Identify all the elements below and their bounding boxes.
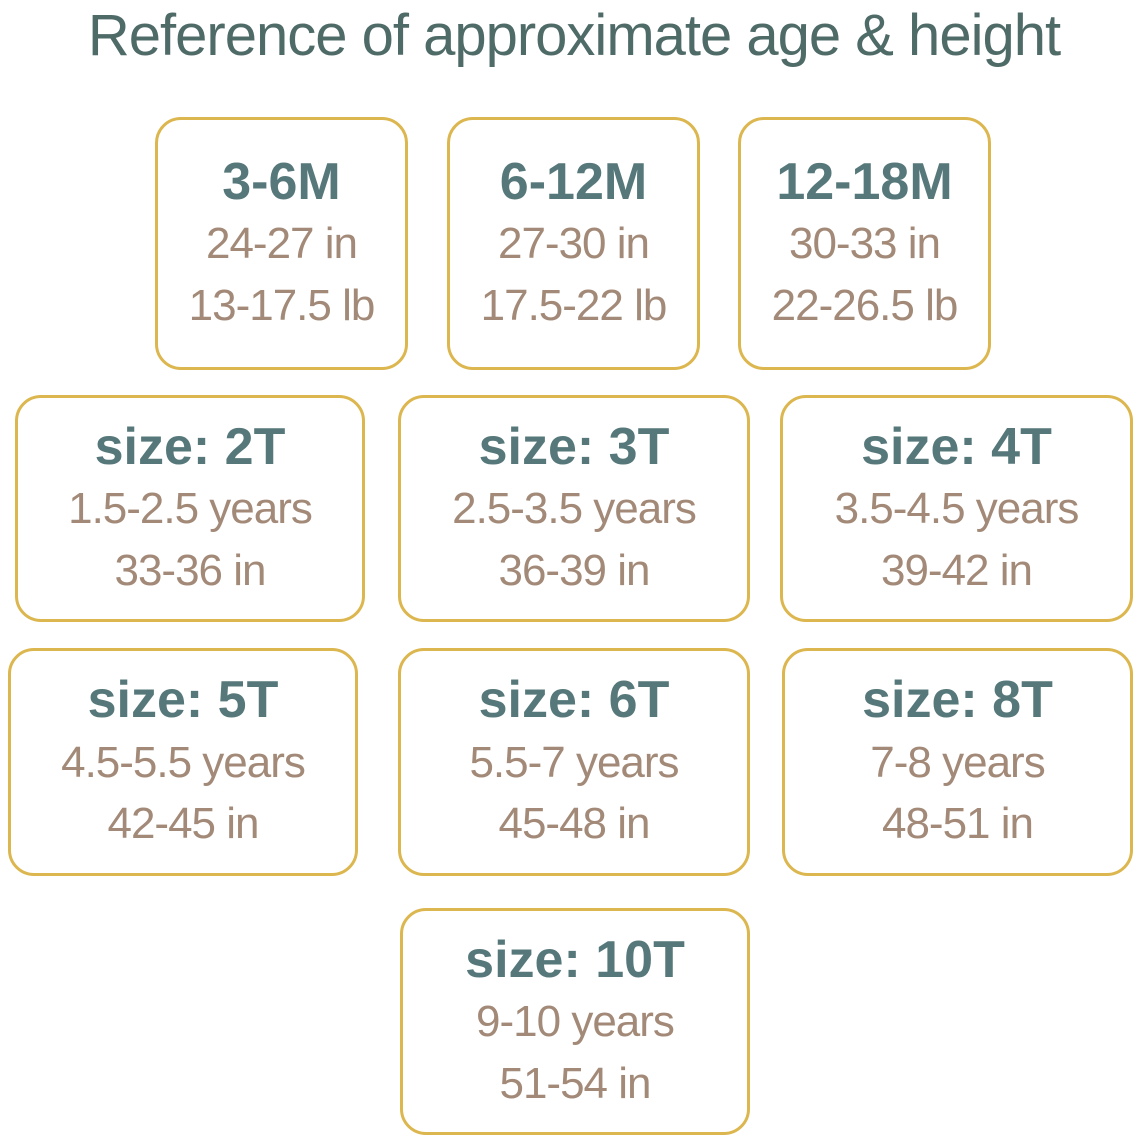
title: Reference of approximate age & height (87, 3, 1061, 68)
size-card: size: 8T 7-8 years 48-51 in (782, 648, 1133, 876)
size-card: size: 4T 3.5-4.5 years 39-42 in (780, 395, 1133, 622)
size-heading: size: 2T (94, 417, 286, 476)
size-heading: size: 8T (862, 671, 1053, 730)
size-heading: 3-6M (222, 152, 341, 211)
size-detail: 24-27 in (205, 219, 358, 269)
size-detail: 1.5-2.5 years (68, 484, 313, 534)
size-detail: 9-10 years (476, 997, 675, 1047)
size-detail: 42-45 in (107, 799, 259, 849)
size-detail: 7-8 years (870, 737, 1045, 787)
size-detail: 3.5-4.5 years (834, 484, 1080, 534)
size-card: size: 5T 4.5-5.5 years 42-45 in (8, 648, 358, 876)
size-detail: 36-39 in (498, 545, 650, 595)
size-detail: 17.5-22 lb (480, 280, 668, 330)
size-detail: 33-36 in (114, 545, 266, 595)
size-detail: 45-48 in (498, 799, 650, 849)
size-card: size: 10T 9-10 years 51-54 in (400, 908, 750, 1135)
size-card: 12-18M 30-33 in 22-26.5 lb (738, 117, 991, 370)
size-detail: 27-30 in (497, 219, 650, 269)
size-heading: size: 3T (478, 417, 670, 476)
size-heading: size: 4T (861, 417, 1052, 476)
size-detail: 4.5-5.5 years (61, 737, 306, 787)
size-detail: 5.5-7 years (469, 737, 679, 787)
size-detail: 30-33 in (788, 219, 941, 269)
size-heading: size: 10T (465, 930, 685, 989)
size-card: 6-12M 27-30 in 17.5-22 lb (447, 117, 700, 370)
size-heading: size: 5T (87, 671, 279, 730)
size-detail: 39-42 in (880, 545, 1033, 595)
size-heading: 6-12M (499, 152, 648, 211)
size-card: size: 6T 5.5-7 years 45-48 in (398, 648, 750, 876)
size-detail: 51-54 in (499, 1058, 651, 1108)
size-detail: 48-51 in (881, 799, 1034, 849)
size-detail: 22-26.5 lb (771, 280, 959, 330)
size-detail: 2.5-3.5 years (452, 484, 697, 534)
size-card: size: 2T 1.5-2.5 years 33-36 in (15, 395, 365, 622)
size-detail: 13-17.5 lb (188, 280, 376, 330)
size-card: size: 3T 2.5-3.5 years 36-39 in (398, 395, 750, 622)
size-heading: 12-18M (776, 152, 953, 211)
size-card: 3-6M 24-27 in 13-17.5 lb (155, 117, 408, 370)
size-heading: size: 6T (478, 671, 670, 730)
